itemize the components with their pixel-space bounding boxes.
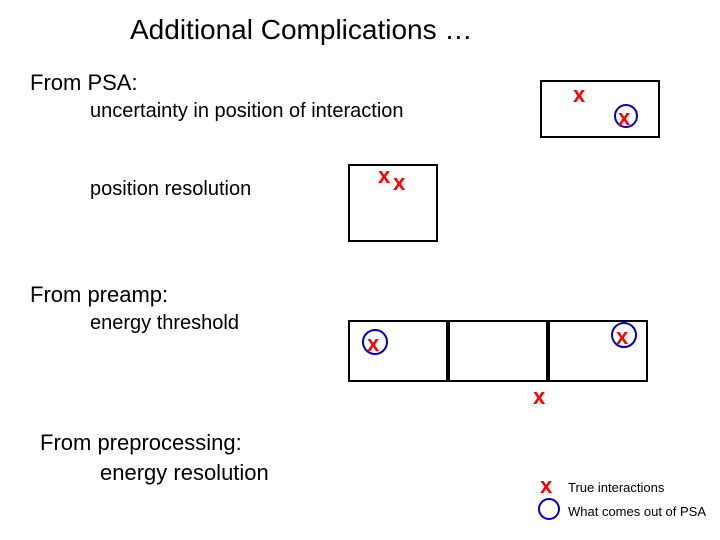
true-interaction-x-icon: x: [618, 107, 630, 129]
true-interaction-x-icon: x: [533, 386, 545, 408]
psa-output-circle: [538, 498, 560, 520]
true-interaction-x-icon: x: [367, 333, 379, 355]
legend-true-label: True interactions: [568, 480, 664, 495]
preproc-heading-2: energy resolution: [100, 460, 269, 486]
detector-box: [540, 80, 660, 138]
preamp-item-threshold: energy threshold: [90, 312, 239, 335]
psa-item-resolution: position resolution: [90, 178, 251, 201]
legend-psa-label: What comes out of PSA: [568, 504, 706, 519]
preamp-heading: From preamp:: [30, 282, 168, 308]
slide-stage: Additional Complications … From PSA: unc…: [0, 0, 720, 540]
psa-item-uncertainty: uncertainty in position of interaction: [90, 100, 404, 123]
psa-heading: From PSA:: [30, 70, 138, 96]
detector-box: [448, 320, 548, 382]
true-interaction-x-icon: x: [573, 84, 585, 106]
true-interaction-x-icon: x: [378, 165, 390, 187]
true-interaction-x-icon: x: [540, 475, 552, 497]
detector-box: [348, 320, 448, 382]
slide-title: Additional Complications …: [130, 14, 472, 46]
true-interaction-x-icon: x: [616, 326, 628, 348]
preproc-heading-1: From preprocessing:: [40, 430, 242, 456]
true-interaction-x-icon: x: [393, 172, 405, 194]
